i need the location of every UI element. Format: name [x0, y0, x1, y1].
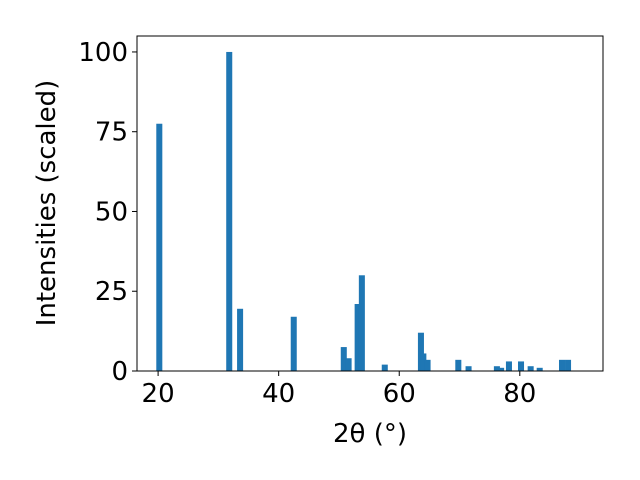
- bar: [226, 51, 233, 371]
- x-tick-label: 40: [262, 379, 295, 409]
- plot-frame: [136, 35, 604, 372]
- y-tick-label: 100: [78, 38, 128, 68]
- bar: [354, 304, 361, 371]
- y-axis-label: Intensities (scaled): [32, 80, 62, 327]
- bar: [420, 353, 427, 371]
- y-tick-label: 50: [95, 197, 128, 227]
- y-tick-label: 75: [95, 118, 128, 148]
- bar: [505, 361, 512, 371]
- x-tick-label: 80: [503, 379, 536, 409]
- bar: [517, 361, 525, 371]
- x-tick-label: 20: [142, 379, 175, 409]
- bar: [290, 316, 297, 371]
- bar: [498, 367, 505, 371]
- bar: [381, 364, 388, 371]
- bar: [424, 359, 431, 371]
- bar: [156, 123, 163, 371]
- bar: [493, 366, 500, 371]
- bar: [565, 359, 572, 371]
- bar: [417, 332, 424, 371]
- bar: [358, 275, 365, 371]
- y-tick-label: 25: [95, 277, 128, 307]
- bar: [527, 366, 534, 371]
- bar: [340, 347, 347, 371]
- bar: [345, 358, 352, 371]
- x-tick-label: 60: [383, 379, 416, 409]
- y-tick-label: 0: [111, 357, 128, 387]
- bar: [558, 359, 566, 371]
- bar: [237, 308, 244, 371]
- x-axis-label: 2θ (°): [333, 419, 407, 449]
- bar: [536, 367, 543, 371]
- bar: [455, 359, 462, 371]
- bar: [465, 366, 472, 371]
